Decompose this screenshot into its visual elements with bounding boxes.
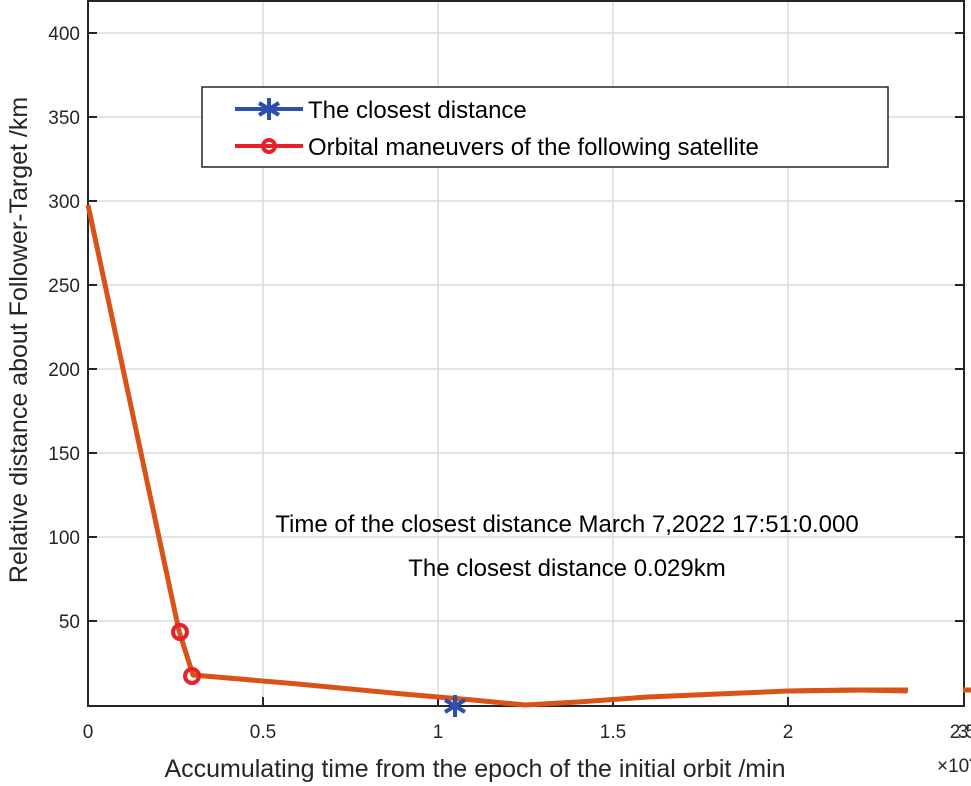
y-tick: 100 bbox=[48, 528, 80, 549]
closest-distance-marker bbox=[443, 695, 467, 717]
maneuver-marker bbox=[171, 623, 189, 641]
x-tick: 2.5 bbox=[950, 722, 971, 743]
y-tick: 50 bbox=[59, 612, 80, 633]
y-tick: 200 bbox=[48, 360, 80, 381]
x-tick: 2 bbox=[783, 722, 794, 743]
ticks bbox=[88, 32, 964, 706]
x-tick: 1.5 bbox=[600, 722, 626, 743]
annotation-distance: The closest distance 0.029km bbox=[408, 555, 726, 582]
legend: The closest distance Orbital maneuvers o… bbox=[201, 86, 889, 168]
circle-icon bbox=[261, 138, 277, 154]
x-multiplier: ×104 bbox=[937, 750, 971, 777]
annotation-time: Time of the closest distance March 7,202… bbox=[275, 511, 858, 538]
x-axis-label: Accumulating time from the epoch of the … bbox=[164, 755, 785, 783]
y-tick: 150 bbox=[48, 444, 80, 465]
y-tick: 400 bbox=[48, 24, 80, 45]
maneuver-marker bbox=[183, 667, 201, 685]
distance-curve bbox=[85, 204, 971, 708]
legend-item: The closest distance bbox=[308, 97, 527, 124]
y-tick-labels: 50 100 150 200 250 300 350 400 bbox=[48, 24, 80, 633]
x-tick: 1 bbox=[433, 722, 444, 743]
y-tick: 300 bbox=[48, 192, 80, 213]
x-tick: 0.5 bbox=[250, 722, 276, 743]
x-tick: 3 bbox=[958, 722, 969, 743]
legend-item: Orbital maneuvers of the following satel… bbox=[308, 134, 759, 161]
asterisk-icon bbox=[257, 98, 281, 120]
x-tick: 0 bbox=[83, 722, 94, 743]
y-tick: 350 bbox=[48, 108, 80, 129]
y-tick: 250 bbox=[48, 276, 80, 297]
x-tick-labels: 0 0.5 1 1.5 2 2.5 3 bbox=[83, 722, 971, 743]
y-axis-label: Relative distance about Follower-Target … bbox=[5, 97, 33, 583]
